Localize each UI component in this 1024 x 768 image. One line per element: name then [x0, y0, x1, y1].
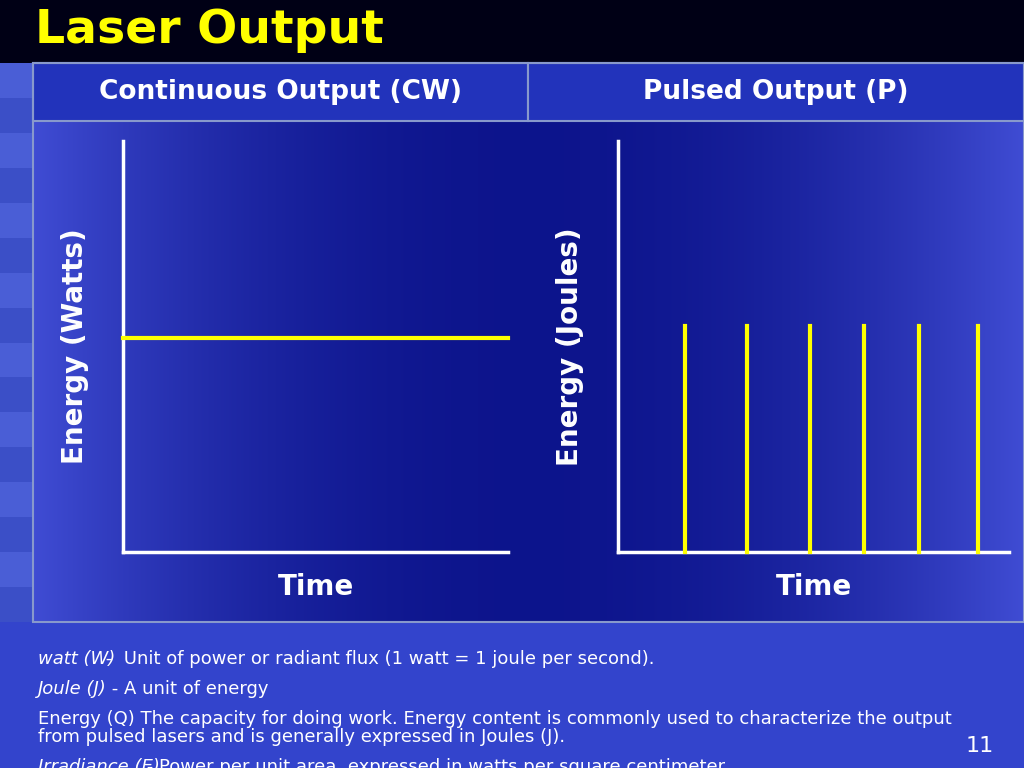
Bar	[0, 168, 33, 203]
Text: Energy (Watts): Energy (Watts)	[60, 229, 89, 465]
Text: Laser Output: Laser Output	[35, 8, 384, 53]
Bar	[0, 307, 33, 343]
Text: - A unit of energy: - A unit of energy	[106, 680, 268, 698]
Bar	[0, 412, 33, 447]
Text: Continuous Output (CW): Continuous Output (CW)	[99, 79, 462, 105]
Text: Pulsed Output (P): Pulsed Output (P)	[643, 79, 909, 105]
Bar	[0, 518, 33, 552]
Bar	[0, 237, 33, 273]
Bar	[0, 133, 33, 168]
Bar	[0, 203, 33, 237]
Text: 11: 11	[966, 736, 994, 756]
Bar	[33, 63, 1024, 622]
Bar	[0, 273, 33, 307]
Bar	[0, 482, 33, 518]
Text: Irradiance (E): Irradiance (E)	[38, 758, 160, 768]
Bar	[0, 587, 33, 622]
Bar	[0, 63, 33, 98]
Bar	[0, 377, 33, 412]
Text: Energy (Q) The capacity for doing work. Energy content is commonly used to chara: Energy (Q) The capacity for doing work. …	[38, 710, 951, 728]
Bar	[0, 0, 1024, 63]
Bar	[0, 552, 33, 587]
Text: -  Unit of power or radiant flux (1 watt = 1 joule per second).: - Unit of power or radiant flux (1 watt …	[100, 650, 654, 668]
Bar	[0, 447, 33, 482]
Text: Joule (J): Joule (J)	[38, 680, 106, 698]
Bar	[33, 63, 528, 121]
Text: watt (W): watt (W)	[38, 650, 116, 668]
Text: from pulsed lasers and is generally expressed in Joules (J).: from pulsed lasers and is generally expr…	[38, 728, 565, 746]
Text: Energy (Joules): Energy (Joules)	[556, 227, 585, 466]
Text: - Power per unit area, expressed in watts per square centimeter.: - Power per unit area, expressed in watt…	[141, 758, 729, 768]
Text: Time: Time	[775, 573, 852, 601]
Bar	[528, 63, 1024, 121]
Bar	[0, 622, 1024, 768]
Bar	[0, 98, 33, 133]
Text: Time: Time	[278, 573, 353, 601]
Bar	[0, 343, 33, 378]
